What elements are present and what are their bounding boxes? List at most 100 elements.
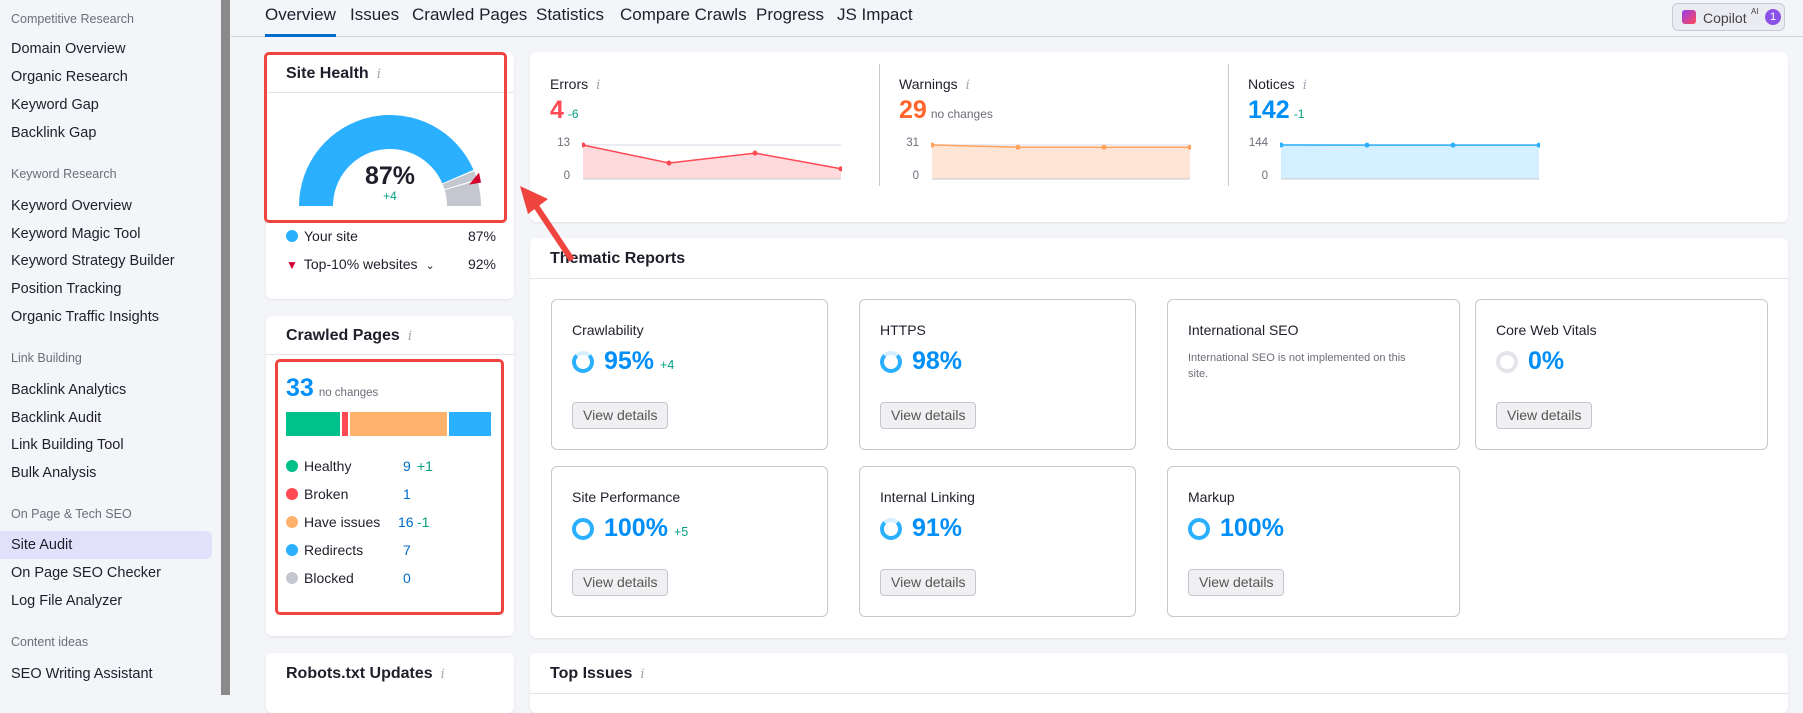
sidebar-item-domain-overview[interactable]: Domain Overview [0,35,212,63]
metric-value: 29 [899,96,927,125]
sidebar-scrollbar[interactable] [221,0,230,695]
trend-point[interactable] [1016,145,1021,150]
view-details-button[interactable]: View details [1496,402,1592,429]
sidebar-item-position-tracking[interactable]: Position Tracking [0,275,212,303]
trend-point[interactable] [1451,143,1456,148]
sidebar-item-keyword-gap[interactable]: Keyword Gap [0,91,212,119]
score-delta: +4 [660,358,674,372]
thematic-card-score: 91% [880,514,962,543]
metric-value-group[interactable]: 4-6 [550,96,579,125]
tab-crawled-pages[interactable]: Crawled Pages [412,5,527,37]
legend-value: 92% [468,256,496,272]
thematic-card-score: 100% [1188,514,1284,543]
sidebar-item-keyword-overview[interactable]: Keyword Overview [0,192,212,220]
thematic-card-markup: Markup 100% View details [1167,466,1460,617]
sidebar-section-header: Keyword Research [11,167,117,181]
thematic-card-score: 98% [880,347,962,376]
sidebar-item-keyword-strategy-builder[interactable]: Keyword Strategy Builder [0,247,212,275]
trend-sparkline [1280,142,1540,182]
copilot-badge: 1 [1765,9,1781,25]
score-value: 100% [604,514,668,543]
trend-sparkline [582,142,842,182]
score-ring-icon [572,518,594,540]
sidebar-item-organic-research[interactable]: Organic Research [0,63,212,91]
sidebar-item-backlink-analytics[interactable]: Backlink Analytics [0,376,212,404]
sidebar-section-header: On Page & Tech SEO [11,507,132,521]
thematic-card-score: 100%+5 [572,514,688,543]
sidebar-item-keyword-magic-tool[interactable]: Keyword Magic Tool [0,220,212,248]
view-details-button[interactable]: View details [572,569,668,596]
legend-top10[interactable]: ▼Top-10% websites⌄92% [286,256,496,276]
view-details-button[interactable]: View details [1188,569,1284,596]
metric-divider [879,64,880,186]
trend-sparkline [931,142,1191,182]
tab-js-impact[interactable]: JS Impact [837,5,913,37]
y-axis-max: 31 [899,137,919,149]
sidebar-item-log-file-analyzer[interactable]: Log File Analyzer [0,587,212,615]
sidebar-section-header: Link Building [11,351,82,365]
trend-point[interactable] [753,151,758,156]
sidebar-item-link-building-tool[interactable]: Link Building Tool [0,431,212,459]
thematic-card-title: Markup [1188,489,1235,505]
y-axis-min: 0 [550,170,570,182]
info-icon[interactable]: i [441,667,445,682]
tab-progress[interactable]: Progress [756,5,824,37]
sidebar-section-header: Content ideas [11,635,88,649]
tab-statistics[interactable]: Statistics [536,5,604,37]
thematic-card-https: HTTPS 98% View details [859,299,1136,450]
y-axis-min: 0 [899,170,919,182]
chevron-down-icon[interactable]: ⌄ [426,260,435,272]
trend-point[interactable] [667,161,672,166]
view-details-button[interactable]: View details [572,402,668,429]
sidebar-item-bulk-analysis[interactable]: Bulk Analysis [0,459,212,487]
sidebar-section-header: Competitive Research [11,12,134,26]
info-icon[interactable]: i [596,78,600,93]
sidebar-item-on-page-seo-checker[interactable]: On Page SEO Checker [0,559,212,587]
score-value: 98% [912,347,962,376]
thematic-card-title: Internal Linking [880,489,975,505]
view-details-button[interactable]: View details [880,569,976,596]
info-icon[interactable]: i [408,329,412,344]
trend-point[interactable] [1365,143,1370,148]
copilot-ai-sup: AI [1751,7,1759,16]
thematic-card-title: Crawlability [572,322,644,338]
score-ring-icon [880,351,902,373]
sidebar-item-backlink-audit[interactable]: Backlink Audit [0,404,212,432]
thematic-card-title: International SEO [1188,322,1299,338]
thematic-card-internal-linking: Internal Linking 91% View details [859,466,1136,617]
annotation-box-crawled-pages [275,359,504,615]
score-ring-icon [1188,518,1210,540]
metric-value-group[interactable]: 142-1 [1248,96,1304,125]
copilot-button[interactable]: Copilot AI 1 [1672,3,1785,31]
score-value: 91% [912,514,962,543]
y-axis-max: 13 [550,137,570,149]
info-icon[interactable]: i [1303,78,1307,93]
tab-issues[interactable]: Issues [350,5,399,37]
tab-compare-crawls[interactable]: Compare Crawls [620,5,747,37]
score-value: 100% [1220,514,1284,543]
sidebar-item-seo-writing-assistant[interactable]: SEO Writing Assistant [0,660,212,688]
y-axis-min: 0 [1248,170,1268,182]
trend-point[interactable] [1102,145,1107,150]
view-details-button[interactable]: View details [880,402,976,429]
metric-delta: -1 [1294,107,1305,121]
info-icon[interactable]: i [640,667,644,682]
info-icon[interactable]: i [966,78,970,93]
thematic-card-title: HTTPS [880,322,926,338]
legend-value: 87% [468,228,496,244]
sidebar-item-backlink-gap[interactable]: Backlink Gap [0,119,212,147]
sidebar-item-site-audit[interactable]: Site Audit [0,531,212,559]
tab-overview[interactable]: Overview [265,5,336,37]
score-value: 0% [1528,347,1564,376]
trend-area [932,145,1190,179]
sidebar-item-organic-traffic-insights[interactable]: Organic Traffic Insights [0,303,212,331]
